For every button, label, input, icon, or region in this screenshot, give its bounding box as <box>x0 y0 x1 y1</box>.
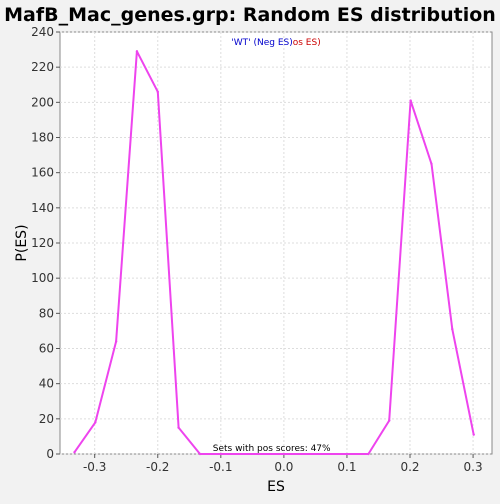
y-tick-label: 0 <box>46 447 54 461</box>
legend-label-neg: 'WT' (Neg ES) <box>231 38 292 48</box>
series-point <box>177 426 180 429</box>
y-tick-label: 40 <box>39 377 54 391</box>
y-tick-label: 180 <box>31 131 54 145</box>
series-point <box>73 451 76 454</box>
series-point <box>367 452 370 456</box>
x-tick-label: 0.0 <box>274 460 293 474</box>
y-tick-label: 220 <box>31 60 54 74</box>
y-tick-label: 160 <box>31 166 54 180</box>
y-tick-label: 120 <box>31 236 54 250</box>
y-tick-label: 80 <box>39 306 54 320</box>
series-point <box>94 421 97 424</box>
x-tick-label: 0.1 <box>337 460 356 474</box>
series-point <box>430 162 433 166</box>
series-point <box>156 90 159 93</box>
y-tick-label: 60 <box>39 342 54 356</box>
y-tick-label: 200 <box>31 95 54 109</box>
x-tick-label: -0.2 <box>146 460 169 474</box>
x-tick-label: -0.3 <box>83 460 106 474</box>
y-tick-label: 20 <box>39 412 54 426</box>
series-point <box>388 419 391 422</box>
series-point <box>219 452 223 456</box>
y-tick-label: 240 <box>31 25 54 39</box>
series-point <box>114 340 118 343</box>
x-tick-label: 0.2 <box>400 460 419 474</box>
series-point <box>135 50 139 53</box>
pos-scores-annotation: Sets with pos scores: 47% <box>213 444 331 454</box>
chart-title: MafB_Mac_genes.grp: Random ES distributi… <box>4 4 496 26</box>
series-point <box>472 433 475 436</box>
series-point <box>198 452 202 456</box>
axes: -0.3 -0.2 -0.1 0.0 0.1 0.2 0.3 0 20 40 60 80 100 120 1… <box>31 25 483 474</box>
series-layer <box>73 50 475 456</box>
legend-label-pos: os ES) <box>293 38 321 48</box>
x-tick-label: 0.3 <box>464 460 483 474</box>
series-point <box>451 327 454 331</box>
y-tick-label: 100 <box>31 271 54 285</box>
grid-lines <box>60 31 492 455</box>
y-axis-label: P(ES) <box>14 224 30 261</box>
series-line <box>73 50 475 455</box>
y-tick-label: 140 <box>31 201 54 215</box>
x-axis-label: ES <box>267 479 285 495</box>
legend: 'WT' (Neg ES)os ES) <box>231 38 320 48</box>
series-point <box>409 99 412 102</box>
x-tick-label: -0.1 <box>209 460 232 474</box>
